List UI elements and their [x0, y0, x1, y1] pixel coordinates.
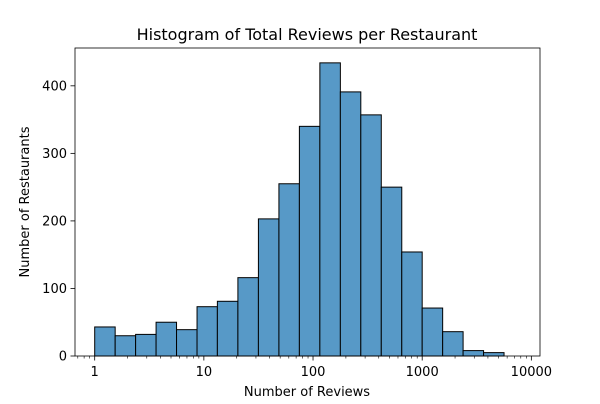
- histogram-bar-7: [237, 277, 259, 357]
- histogram-bar-0: [94, 326, 116, 357]
- histogram-bar-16: [421, 307, 444, 357]
- histogram-bar-13: [360, 114, 382, 357]
- histogram-bar-5: [196, 306, 218, 357]
- histogram-bar-4: [176, 329, 198, 357]
- plot-frame: [74, 47, 541, 357]
- y-axis-label: Number of Restaurants: [18, 126, 33, 277]
- x-tick-label-4: 10000: [511, 365, 552, 380]
- histogram-bar-11: [319, 62, 341, 357]
- histogram-bar-8: [257, 218, 280, 357]
- y-tick-label-2: 200: [42, 214, 67, 229]
- y-tick-label-0: 0: [59, 350, 67, 365]
- histogram-bar-3: [155, 321, 178, 357]
- x-axis-minor-ticks: [77, 356, 527, 359]
- histogram-bar-15: [401, 251, 423, 357]
- y-tick-label-3: 300: [42, 147, 67, 162]
- histogram-bar-14: [380, 186, 403, 357]
- histogram-bar-6: [216, 300, 239, 357]
- histogram-bar-2: [135, 333, 157, 357]
- y-tick-label-4: 400: [42, 79, 67, 94]
- histogram-bar-12: [339, 91, 362, 357]
- chart-title: Histogram of Total Reviews per Restauran…: [137, 25, 478, 44]
- x-tick-label-1: 10: [196, 365, 213, 380]
- y-axis-ticks: 0 100 200 300 400: [42, 79, 75, 365]
- histogram-bar-1: [114, 335, 137, 357]
- x-tick-label-0: 1: [91, 365, 99, 380]
- x-tick-label-3: 1000: [406, 365, 439, 380]
- histogram-bar-9: [278, 183, 300, 357]
- x-axis-ticks: 1 10 100 1000 10000: [91, 356, 552, 380]
- x-tick-label-2: 100: [301, 365, 326, 380]
- histogram-bar-10: [298, 125, 321, 357]
- x-axis-label: Number of Reviews: [244, 385, 370, 400]
- histogram-bar-18: [462, 350, 485, 357]
- histogram-bar-17: [442, 331, 464, 357]
- y-tick-label-1: 100: [42, 282, 67, 297]
- histogram-bar-19: [483, 352, 505, 357]
